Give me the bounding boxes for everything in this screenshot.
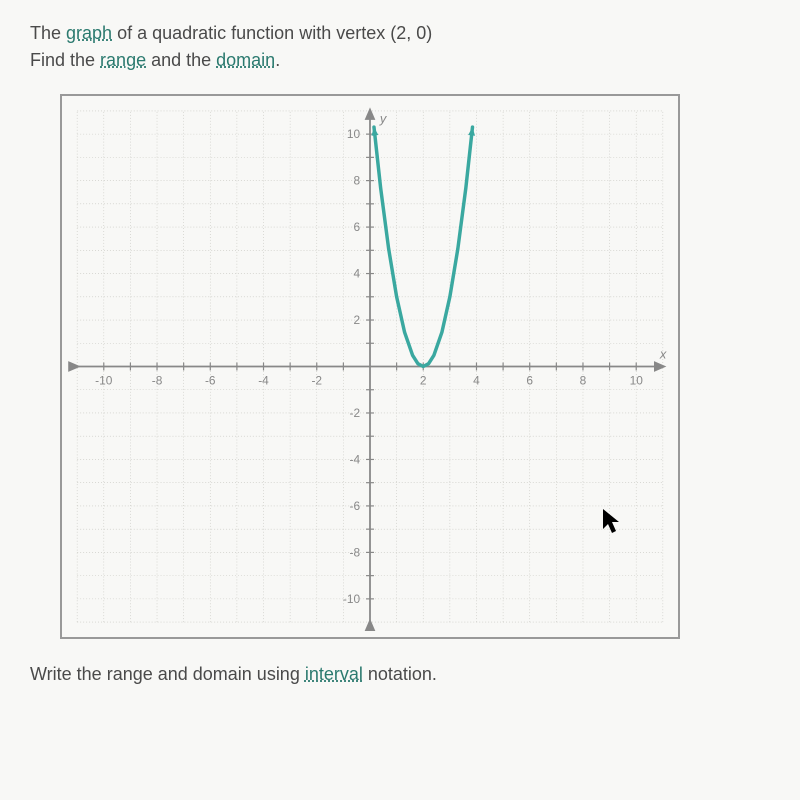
text-part: Write the range and domain using [30,664,305,684]
svg-text:6: 6 [526,373,533,387]
svg-text:-8: -8 [152,373,163,387]
svg-text:-2: -2 [311,373,322,387]
svg-text:4: 4 [353,267,360,281]
svg-text:y: y [379,111,388,126]
svg-text:-6: -6 [205,373,216,387]
axes [77,111,663,622]
svg-text:2: 2 [353,313,360,327]
svg-text:4: 4 [473,373,480,387]
vertex-coords: (2, 0) [390,23,432,43]
bottom-instruction: Write the range and domain using interva… [30,664,770,685]
text-part: of a quadratic function with vertex [112,23,390,43]
term-interval[interactable]: interval [305,664,363,684]
text-part: notation. [363,664,437,684]
text-part: The [30,23,66,43]
svg-text:-2: -2 [349,406,360,420]
term-range[interactable]: range [100,50,146,70]
svg-text:-6: -6 [349,499,360,513]
text-part: . [275,50,280,70]
svg-text:8: 8 [353,174,360,188]
term-domain[interactable]: domain [216,50,275,70]
svg-text:6: 6 [353,220,360,234]
problem-text: The graph of a quadratic function with v… [30,20,770,74]
svg-text:2: 2 [420,373,427,387]
text-part: and the [146,50,216,70]
cursor-icon [601,507,623,542]
graph-container: -10 -8 -6 -4 -2 2 4 6 8 10 -10 -8 -6 -4 -2 2 4 6 8 10 x y [60,94,680,639]
svg-text:-4: -4 [349,452,360,466]
svg-text:x: x [659,347,667,362]
term-graph[interactable]: graph [66,23,112,43]
coordinate-graph: -10 -8 -6 -4 -2 2 4 6 8 10 -10 -8 -6 -4 -2 2 4 6 8 10 x y [62,96,678,637]
svg-text:8: 8 [580,373,587,387]
svg-text:-4: -4 [258,373,269,387]
svg-text:10: 10 [630,373,644,387]
svg-text:-8: -8 [349,545,360,559]
svg-text:-10: -10 [95,373,113,387]
svg-text:-10: -10 [343,592,361,606]
svg-text:10: 10 [347,127,361,141]
text-part: Find the [30,50,100,70]
